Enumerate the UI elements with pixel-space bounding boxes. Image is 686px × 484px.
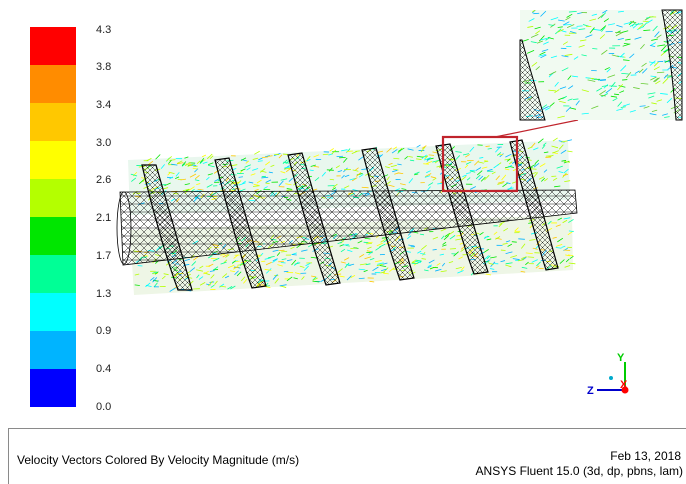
x-axis-label: X [620,379,628,391]
velocity-vector [518,239,525,240]
graphics-viewport[interactable]: 4.3 3.8 3.4 3.0 2.6 2.1 1.7 1.3 0.9 0.4 … [0,0,686,430]
velocity-vector [586,78,591,79]
velocity-vector [369,281,374,282]
coordinate-triad: Y Z X [585,350,635,400]
velocity-vector [531,169,537,170]
zoom-inset [520,10,682,120]
velocity-vector [362,187,369,188]
z-axis-label: Z [587,385,594,397]
velocity-vector [567,140,572,141]
velocity-vector [364,242,369,243]
y-axis-label: Y [617,352,625,364]
velocity-vector [539,268,544,269]
velocity-vector [292,254,297,255]
velocity-vector [359,278,365,279]
origin-dot [609,376,613,380]
velocity-vector [254,151,259,154]
velocity-vector [573,99,578,100]
velocity-vector [577,26,583,27]
plot-date: Feb 13, 2018 [610,449,681,463]
screw-conveyor-vector-plot [0,0,686,430]
velocity-vector [429,155,434,156]
callout-line [495,120,578,137]
velocity-vector [156,154,161,159]
title-footer: Velocity Vectors Colored By Velocity Mag… [8,428,686,484]
velocity-vector [281,262,286,263]
solver-info: ANSYS Fluent 15.0 (3d, dp, pbns, lam) [476,464,683,478]
plot-title: Velocity Vectors Colored By Velocity Mag… [17,453,299,467]
velocity-vector [564,250,571,251]
velocity-vector [355,151,360,152]
